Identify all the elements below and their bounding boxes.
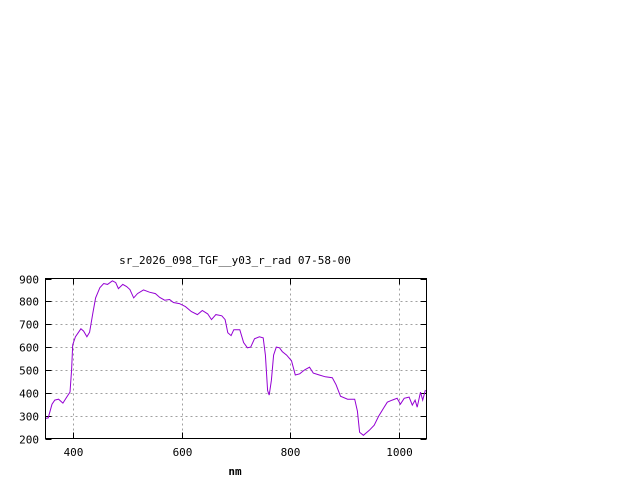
chart-title: sr_2026_098_TGF__y03_r_rad 07-58-00 bbox=[119, 254, 351, 267]
plot-frame bbox=[45, 278, 427, 439]
x-axis-label: nm bbox=[228, 465, 242, 478]
grid bbox=[45, 278, 427, 439]
y-tick-label: 700 bbox=[19, 319, 39, 332]
y-tick-label: 800 bbox=[19, 296, 39, 309]
y-tick-label: 600 bbox=[19, 342, 39, 355]
y-tick-label: 300 bbox=[19, 411, 39, 424]
ticks: 400 600 800 1000 200 300 400 500 600 700 800 900 bbox=[19, 274, 427, 459]
series-line bbox=[45, 280, 426, 436]
y-tick-label: 200 bbox=[19, 434, 39, 447]
x-tick-label: 1000 bbox=[386, 446, 413, 459]
y-tick-label: 400 bbox=[19, 388, 39, 401]
y-tick-label: 500 bbox=[19, 365, 39, 378]
y-tick-label: 900 bbox=[19, 274, 39, 287]
x-tick-label: 600 bbox=[173, 446, 193, 459]
x-tick-label: 400 bbox=[64, 446, 84, 459]
x-tick-label: 800 bbox=[281, 446, 301, 459]
